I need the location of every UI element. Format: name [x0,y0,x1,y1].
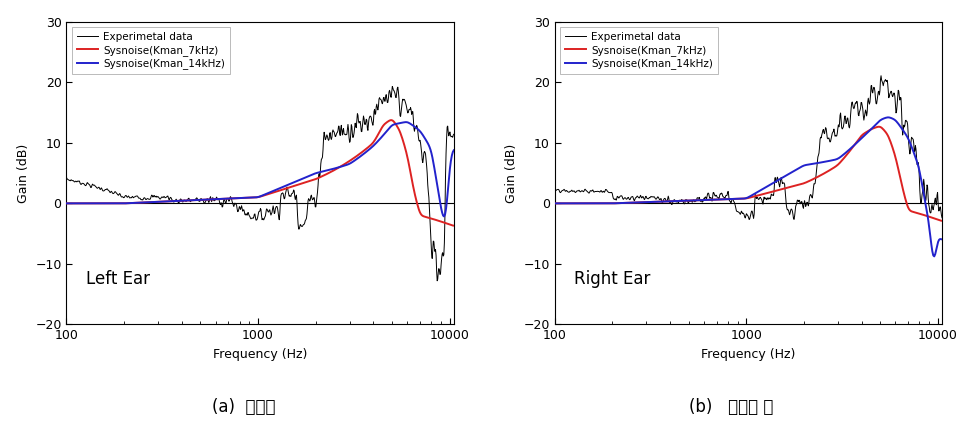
Sysnoise(Kman_14kHz) [340,162,352,168]
Sysnoise(Kman_14kHz) [882,115,894,120]
Line: Sysnoise(Kman_7kHz): Sysnoise(Kman_7kHz) [555,127,942,221]
Line: Experimetal data: Experimetal data [555,76,942,220]
Sysnoise(Kman_14kHz) [793,166,804,171]
Line: Sysnoise(Kman_7kHz): Sysnoise(Kman_7kHz) [66,120,453,226]
Experimetal data [431,278,443,283]
Sysnoise(Kman_7kHz) [829,165,840,170]
Sysnoise(Kman_7kHz) [107,201,119,206]
Sysnoise(Kman_7kHz) [448,223,459,228]
Sysnoise(Kman_7kHz) [385,118,397,123]
Experimetal data [410,125,422,130]
Sysnoise(Kman_14kHz) [549,201,561,206]
Sysnoise(Kman_14kHz) [936,237,948,242]
Sysnoise(Kman_14kHz) [107,201,119,206]
Experimetal data [743,217,755,222]
Sysnoise(Kman_7kHz) [549,201,561,206]
Sysnoise(Kman_14kHz) [438,214,449,219]
Sysnoise(Kman_14kHz) [214,197,225,202]
Sysnoise(Kman_14kHz) [448,148,459,153]
Sysnoise(Kman_7kHz) [187,197,199,203]
Text: Right Ear: Right Ear [574,270,650,288]
Experimetal data [671,199,682,204]
Experimetal data [899,123,911,128]
Experimetal data [936,215,948,220]
Experimetal data [876,73,887,78]
Sysnoise(Kman_14kHz) [702,197,714,203]
Text: (a)  왜쪽굀: (a) 왜쪽굀 [212,398,276,416]
Sysnoise(Kman_7kHz) [342,159,354,164]
Line: Experimetal data: Experimetal data [66,86,453,281]
Y-axis label: Gain (dB): Gain (dB) [505,144,518,203]
Sysnoise(Kman_14kHz) [401,119,412,125]
Line: Sysnoise(Kman_14kHz): Sysnoise(Kman_14kHz) [555,118,942,256]
X-axis label: Frequency (Hz): Frequency (Hz) [213,348,307,361]
Sysnoise(Kman_7kHz) [60,201,72,206]
Experimetal data [315,161,327,166]
Sysnoise(Kman_7kHz) [702,197,714,203]
Y-axis label: Gain (dB): Gain (dB) [17,144,29,203]
Experimetal data [155,195,167,200]
Experimetal data [183,196,195,201]
Experimetal data [448,132,459,137]
Sysnoise(Kman_14kHz) [831,157,842,162]
Sysnoise(Kman_7kHz) [304,178,316,184]
X-axis label: Frequency (Hz): Frequency (Hz) [701,348,796,361]
Text: Left Ear: Left Ear [86,270,150,288]
Experimetal data [803,194,815,200]
Sysnoise(Kman_7kHz) [596,201,607,206]
Experimetal data [170,197,181,203]
Experimetal data [658,197,670,202]
Sysnoise(Kman_14kHz) [596,201,607,206]
Sysnoise(Kman_7kHz) [214,197,225,202]
Legend: Experimetal data, Sysnoise(Kman_7kHz), Sysnoise(Kman_14kHz): Experimetal data, Sysnoise(Kman_7kHz), S… [72,27,230,74]
Experimetal data [386,84,398,89]
Sysnoise(Kman_7kHz) [675,198,686,204]
Sysnoise(Kman_14kHz) [60,201,72,206]
Sysnoise(Kman_14kHz) [304,173,316,178]
Sysnoise(Kman_14kHz) [928,254,940,259]
Experimetal data [644,195,655,200]
Sysnoise(Kman_14kHz) [829,157,840,162]
Sysnoise(Kman_14kHz) [675,198,686,204]
Experimetal data [549,189,561,194]
Sysnoise(Kman_7kHz) [793,182,804,187]
Sysnoise(Kman_7kHz) [873,124,884,129]
Sysnoise(Kman_14kHz) [187,197,199,203]
Sysnoise(Kman_14kHz) [342,162,354,167]
Text: (b)   오른쪽 굀: (b) 오른쪽 굀 [689,398,773,416]
Experimetal data [851,99,863,104]
Sysnoise(Kman_7kHz) [340,161,352,166]
Sysnoise(Kman_7kHz) [936,218,948,224]
Legend: Experimetal data, Sysnoise(Kman_7kHz), Sysnoise(Kman_14kHz): Experimetal data, Sysnoise(Kman_7kHz), S… [560,27,719,74]
Experimetal data [60,175,72,180]
Line: Sysnoise(Kman_14kHz): Sysnoise(Kman_14kHz) [66,122,453,217]
Sysnoise(Kman_7kHz) [831,164,842,169]
Experimetal data [362,128,373,133]
